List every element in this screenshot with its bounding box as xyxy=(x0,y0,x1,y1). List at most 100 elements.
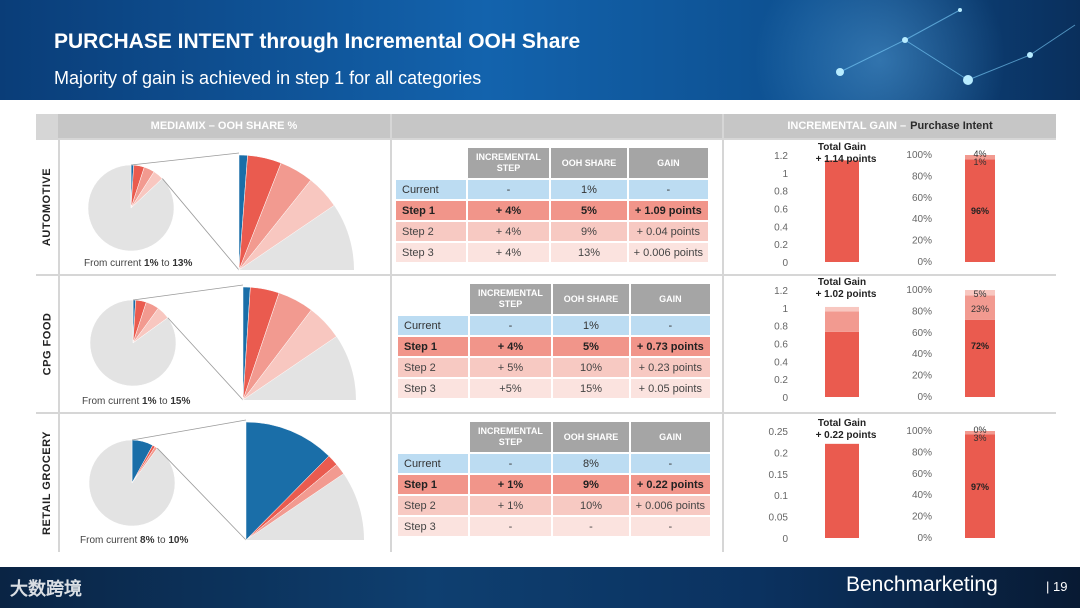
total-gain-value: + 1.02 points xyxy=(816,289,877,300)
row-label-retail-grocery: RETAIL GROCERY xyxy=(36,414,58,552)
table-row: Step 1 + 1% 9% + 0.22 points xyxy=(398,475,710,494)
gain-label-dark: Purchase Intent xyxy=(910,120,993,132)
axis-tick-label: 0 xyxy=(782,258,788,269)
step-table-cpg-food: INCREMENTAL STEP OOH SHARE GAIN Current -1%… xyxy=(396,282,712,400)
table-row: Step 2 + 5% 10% + 0.23 points xyxy=(398,358,710,377)
connector-line xyxy=(131,419,247,441)
axis-tick-label: 0 xyxy=(782,534,788,545)
axis-tick-label: 80% xyxy=(912,447,932,458)
gain-bar xyxy=(825,160,859,262)
mediamix-column-header: MEDIAMIX – OOH SHARE % xyxy=(58,114,390,138)
gain-column-header: INCREMENTAL GAIN – Purchase Intent xyxy=(724,114,1056,138)
gain-cell-retail-grocery xyxy=(724,414,1056,552)
axis-tick-label: 0% xyxy=(918,257,933,268)
row-label-cpg-food: CPG FOOD xyxy=(36,276,58,412)
gain-bar xyxy=(825,311,859,332)
page-subtitle: Majority of gain is achieved in step 1 f… xyxy=(54,68,482,88)
header-banner: PURCHASE INTENT through Incremental OOH … xyxy=(0,0,1080,100)
step-table-automotive: INCREMENTAL STEP OOH SHARE GAIN Current -1%… xyxy=(394,146,710,264)
axis-tick-label: 0.2 xyxy=(774,375,788,386)
axis-tick-label: 40% xyxy=(912,214,932,225)
axis-tick-label: 60% xyxy=(912,193,932,204)
axis-tick-label: 1 xyxy=(782,304,788,315)
header-glow xyxy=(720,0,1040,100)
stack-segment xyxy=(965,295,995,320)
connector-line xyxy=(130,152,240,166)
axis-tick-label: 0.8 xyxy=(774,322,788,333)
page-number: | 19 xyxy=(1046,579,1068,594)
table-row: Step 2 + 4% 9% + 0.04 points xyxy=(396,222,708,241)
table-row: Step 1 + 4% 5% + 1.09 points xyxy=(396,201,708,220)
total-gain-value: + 1.14 points xyxy=(816,154,877,165)
stack-main-label: 72% xyxy=(971,341,989,351)
stack-top-label: 4% xyxy=(973,149,986,159)
stack-segment xyxy=(965,434,995,538)
axis-tick-label: 0% xyxy=(918,533,933,544)
axis-tick-label: 0.15 xyxy=(769,470,789,481)
table-row: Step 2 + 1% 10% + 0.006 points xyxy=(398,496,710,515)
axis-tick-label: 0.25 xyxy=(769,427,789,438)
gain-bar xyxy=(825,443,859,538)
table-row: Current -1% - xyxy=(396,180,708,199)
stack-mid-label: 3% xyxy=(973,433,986,443)
gain-cell-cpg-food xyxy=(724,276,1056,412)
axis-tick-label: 0.1 xyxy=(774,491,788,502)
axis-tick-label: 1.2 xyxy=(774,286,788,297)
pie-slice xyxy=(89,299,177,387)
axis-tick-label: 0.4 xyxy=(774,357,788,368)
axis-tick-label: 100% xyxy=(906,150,932,161)
total-gain-value: + 0.22 points xyxy=(816,430,877,441)
axis-tick-label: 20% xyxy=(912,236,932,247)
axis-tick-label: 0.6 xyxy=(774,340,788,351)
gain-bar xyxy=(825,331,859,397)
table-row: Step 3 + 4% 13% + 0.006 points xyxy=(396,243,708,262)
total-gain-label: Total Gain xyxy=(818,142,866,153)
stack-segment xyxy=(965,319,995,397)
stack-mid-label: 23% xyxy=(971,304,989,314)
stack-top-label: 5% xyxy=(973,289,986,299)
axis-tick-label: 60% xyxy=(912,469,932,480)
axis-tick-label: 20% xyxy=(912,512,932,523)
total-gain-label: Total Gain xyxy=(818,277,866,288)
gain-label: INCREMENTAL GAIN – xyxy=(787,120,907,132)
stack-mid-label: 1% xyxy=(973,157,986,167)
stack-segment xyxy=(965,431,995,435)
pie-slice xyxy=(88,439,176,527)
zoom-slice xyxy=(242,309,337,401)
axis-tick-label: 40% xyxy=(912,349,932,360)
axis-tick-label: 100% xyxy=(906,285,932,296)
axis-tick-label: 0.2 xyxy=(774,448,788,459)
stack-segment xyxy=(965,290,995,296)
table-row: Step 3--- xyxy=(398,517,710,536)
stack-main-label: 96% xyxy=(971,206,989,216)
caption-retail-grocery: From current 8% to 10% xyxy=(80,535,189,546)
axis-tick-label: 60% xyxy=(912,328,932,339)
total-gain-label: Total Gain xyxy=(818,418,866,429)
axis-tick-label: 80% xyxy=(912,306,932,317)
mediamix-label: MEDIAMIX – OOH SHARE % xyxy=(150,120,298,132)
row-label-automotive: AUTOMOTIVE xyxy=(36,140,58,274)
caption-automotive: From current 1% to 13% xyxy=(84,258,193,269)
table-row: Step 1 + 4% 5% + 0.73 points xyxy=(398,337,710,356)
stack-segment xyxy=(965,155,995,160)
gain-cell-automotive xyxy=(724,140,1056,274)
zoom-slice xyxy=(245,421,330,541)
axis-tick-label: 0.05 xyxy=(769,513,789,524)
page-title: PURCHASE INTENT through Incremental OOH … xyxy=(54,30,581,53)
zoom-slice xyxy=(245,464,344,541)
axis-tick-label: 0 xyxy=(782,393,788,404)
connector-line xyxy=(156,447,247,541)
table-row: Current -8% - xyxy=(398,454,710,473)
connector-line xyxy=(167,317,244,401)
zoom-slice xyxy=(238,179,335,271)
table-row: Step 3 +5% 15% + 0.05 points xyxy=(398,379,710,398)
connector-line xyxy=(162,178,240,271)
brand-logo: Benchmarketing xyxy=(846,573,998,596)
axis-tick-label: 80% xyxy=(912,171,932,182)
watermark: 大数跨境 xyxy=(10,579,82,599)
axis-tick-label: 100% xyxy=(906,426,932,437)
stack-segment xyxy=(965,159,995,262)
caption-cpg-food: From current 1% to 15% xyxy=(82,396,191,407)
